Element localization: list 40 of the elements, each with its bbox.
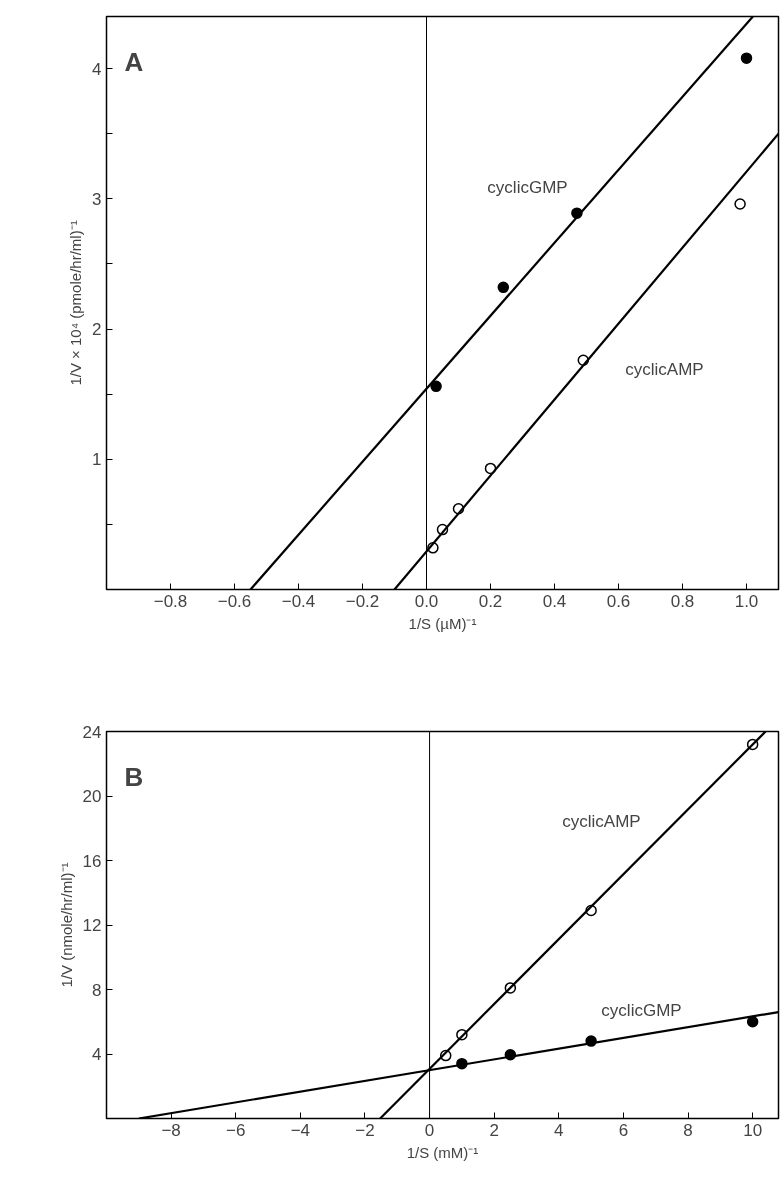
annotation: cyclicGMP bbox=[601, 1001, 682, 1020]
x-tick-label: 4 bbox=[554, 1120, 564, 1140]
x-tick-label: 0.8 bbox=[670, 591, 695, 611]
y-tick-label: 4 bbox=[92, 59, 102, 79]
x-tick-label: 0.0 bbox=[414, 591, 439, 611]
y-axis-title: 1/V × 10⁴ (pmole/hr/ml)⁻¹ bbox=[67, 220, 85, 386]
x-tick-label: 6 bbox=[618, 1120, 629, 1140]
y-tick-label: 12 bbox=[82, 916, 102, 935]
x-tick-label: 0 bbox=[424, 1120, 435, 1140]
y-tick-label: 8 bbox=[92, 980, 102, 1000]
x-tick-label: 10 bbox=[743, 1120, 763, 1140]
x-tick-label: −8 bbox=[161, 1120, 181, 1140]
annotation: cyclicAMP bbox=[562, 812, 641, 831]
y-tick-label: 4 bbox=[92, 1045, 102, 1064]
x-tick-label: −0.8 bbox=[153, 591, 188, 611]
x-tick-label: −6 bbox=[226, 1120, 246, 1140]
y-tick-label: 16 bbox=[82, 851, 102, 871]
y-axis-title: 1/V (nmole/hr/ml)⁻¹ bbox=[57, 862, 75, 988]
y-tick-label: 2 bbox=[92, 320, 102, 340]
annotation: cyclicAMP bbox=[625, 360, 704, 379]
x-tick-label: 1.0 bbox=[734, 591, 759, 611]
annotation: B bbox=[124, 761, 144, 792]
x-tick-label: −4 bbox=[290, 1120, 311, 1140]
x-axis-title: 1/S (µM)⁻¹ bbox=[408, 614, 477, 632]
x-axis-title: 1/S (mM)⁻¹ bbox=[406, 1143, 479, 1161]
y-tick-label: 1 bbox=[92, 450, 102, 470]
x-tick-label: −0.2 bbox=[345, 591, 380, 611]
y-tick-label: 20 bbox=[82, 787, 102, 806]
y-tick-label: 24 bbox=[82, 722, 102, 742]
x-tick-label: −0.6 bbox=[217, 591, 252, 611]
annotation: cyclicGMP bbox=[487, 178, 568, 197]
x-tick-label: 0.6 bbox=[606, 591, 631, 611]
x-tick-label: 0.4 bbox=[542, 591, 567, 611]
y-tick-label: 3 bbox=[92, 189, 102, 209]
x-tick-label: 2 bbox=[489, 1120, 499, 1140]
x-tick-label: −0.4 bbox=[281, 591, 316, 611]
x-tick-label: 0.2 bbox=[478, 591, 503, 611]
annotation: A bbox=[124, 46, 144, 77]
x-tick-label: −2 bbox=[355, 1120, 375, 1140]
x-tick-label: 8 bbox=[683, 1120, 693, 1140]
